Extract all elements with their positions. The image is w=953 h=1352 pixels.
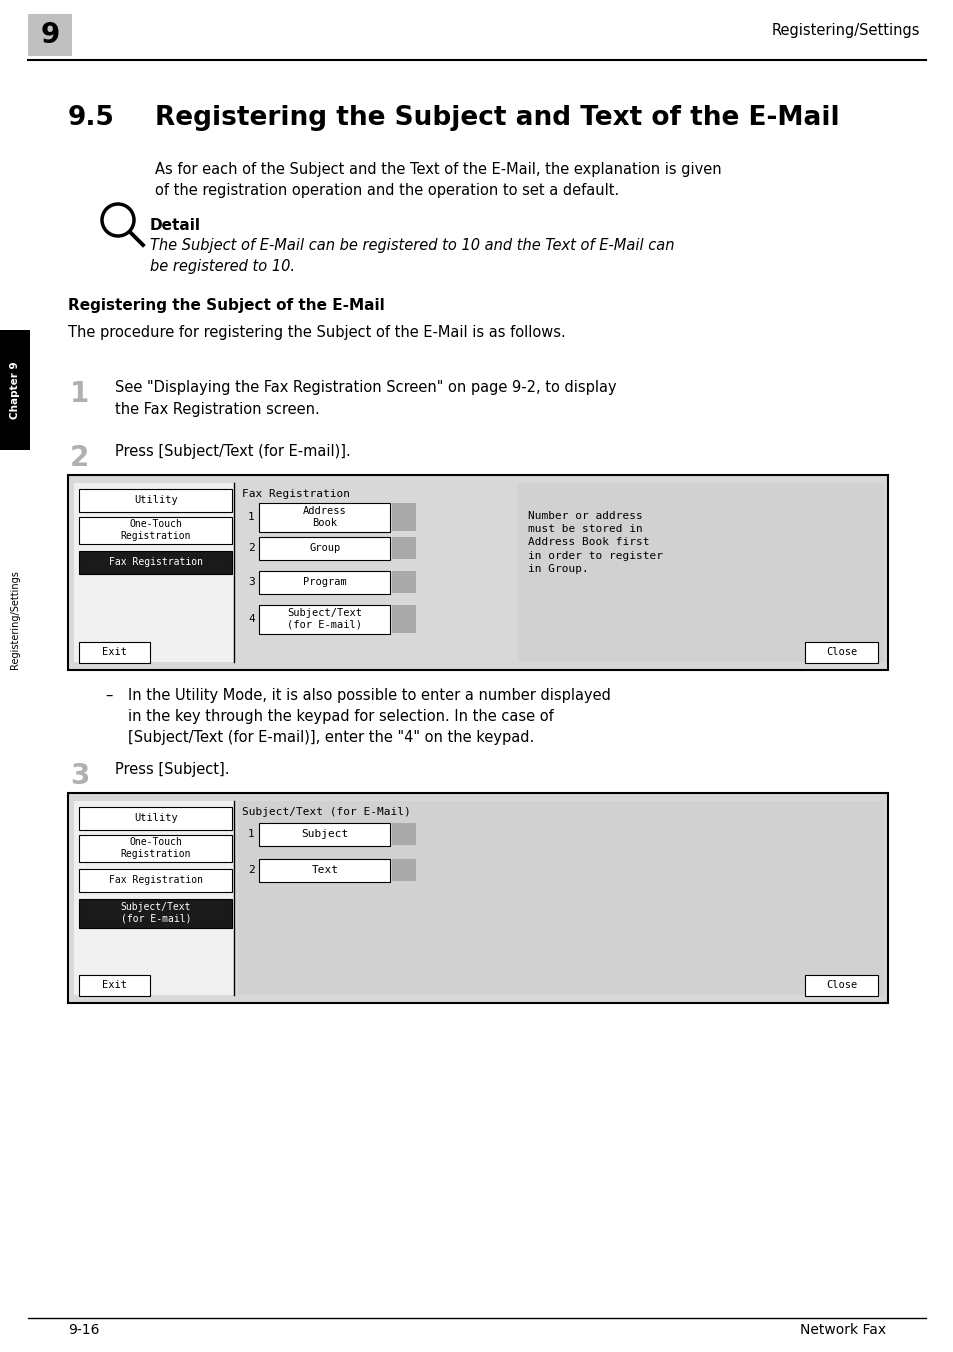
Text: Press [Subject/Text (for E-mail)].: Press [Subject/Text (for E-mail)]. [115,443,351,458]
FancyBboxPatch shape [79,550,233,573]
Text: Close: Close [825,980,857,990]
Text: Fax Registration: Fax Registration [109,557,203,566]
Text: 3: 3 [248,577,254,587]
Text: 3: 3 [70,763,90,790]
FancyBboxPatch shape [79,488,233,511]
FancyBboxPatch shape [259,859,390,882]
Text: Number or address
must be stored in
Address Book first
in order to register
in G: Number or address must be stored in Addr… [527,511,662,573]
Text: 1: 1 [70,380,90,408]
Bar [0,330,30,450]
Text: Detail: Detail [150,218,201,233]
FancyBboxPatch shape [79,834,233,861]
Bar [237,483,517,662]
FancyBboxPatch shape [79,868,233,891]
Bar [74,483,233,662]
FancyBboxPatch shape [79,641,151,662]
Bar [237,800,883,995]
Text: 1: 1 [248,829,254,840]
Text: –: – [105,688,112,703]
Bar [392,503,416,531]
Text: 2: 2 [248,544,254,553]
FancyBboxPatch shape [259,604,390,634]
Text: Registering the Subject and Text of the E-Mail: Registering the Subject and Text of the … [154,105,839,131]
FancyBboxPatch shape [79,899,233,927]
Text: 9.5: 9.5 [68,105,114,131]
Text: Registering/Settings: Registering/Settings [10,571,20,669]
Text: Group: Group [309,544,340,553]
FancyBboxPatch shape [79,516,233,544]
Text: Registering the Subject of the E-Mail: Registering the Subject of the E-Mail [68,297,384,314]
Text: Subject/Text (for E-Mail): Subject/Text (for E-Mail) [242,807,411,817]
FancyBboxPatch shape [804,641,878,662]
Text: Text: Text [312,865,338,875]
Text: Subject/Text
(for E-mail): Subject/Text (for E-mail) [121,902,191,923]
Text: Subject: Subject [301,829,348,840]
FancyBboxPatch shape [259,571,390,594]
Text: 1: 1 [248,512,254,522]
Text: Fax Registration: Fax Registration [242,489,350,499]
Bar [392,571,416,594]
Text: Address
Book: Address Book [303,506,347,527]
Bar [392,823,416,845]
Text: 9-16: 9-16 [68,1324,99,1337]
FancyBboxPatch shape [79,807,233,830]
Text: Close: Close [825,648,857,657]
Text: The Subject of E-Mail can be registered to 10 and the Text of E-Mail can
be regi: The Subject of E-Mail can be registered … [150,238,674,274]
Text: Subject/Text
(for E-mail): Subject/Text (for E-mail) [287,608,362,630]
Text: As for each of the Subject and the Text of the E-Mail, the explanation is given
: As for each of the Subject and the Text … [154,162,720,197]
Text: Utility: Utility [134,813,177,823]
Text: 2: 2 [70,443,90,472]
Text: In the Utility Mode, it is also possible to enter a number displayed
in the key : In the Utility Mode, it is also possible… [128,688,610,745]
Text: Fax Registration: Fax Registration [109,875,203,886]
Text: Registering/Settings: Registering/Settings [771,23,919,38]
Text: See "Displaying the Fax Registration Screen" on page 9-2, to display
the Fax Reg: See "Displaying the Fax Registration Scr… [115,380,616,416]
Text: Utility: Utility [134,495,177,506]
Text: The procedure for registering the Subject of the E-Mail is as follows.: The procedure for registering the Subjec… [68,324,565,339]
Bar [68,794,887,1003]
Text: One-Touch
Registration: One-Touch Registration [121,837,191,859]
FancyBboxPatch shape [804,975,878,995]
Text: Network Fax: Network Fax [799,1324,885,1337]
FancyBboxPatch shape [259,537,390,560]
Bar [68,475,887,671]
Text: Exit: Exit [102,648,128,657]
Text: 9: 9 [40,22,59,49]
Bar [74,800,233,995]
Text: Exit: Exit [102,980,128,990]
FancyBboxPatch shape [79,975,151,995]
FancyBboxPatch shape [259,503,390,531]
Text: One-Touch
Registration: One-Touch Registration [121,519,191,541]
Text: 4: 4 [248,614,254,625]
Text: 2: 2 [248,865,254,875]
Bar [237,483,883,662]
Bar [392,604,416,633]
Text: Program: Program [303,577,347,587]
Bar [392,859,416,882]
Bar [392,537,416,558]
Text: Press [Subject].: Press [Subject]. [115,763,230,777]
Text: Chapter 9: Chapter 9 [10,361,20,419]
FancyBboxPatch shape [259,822,390,845]
Bar [28,14,71,55]
